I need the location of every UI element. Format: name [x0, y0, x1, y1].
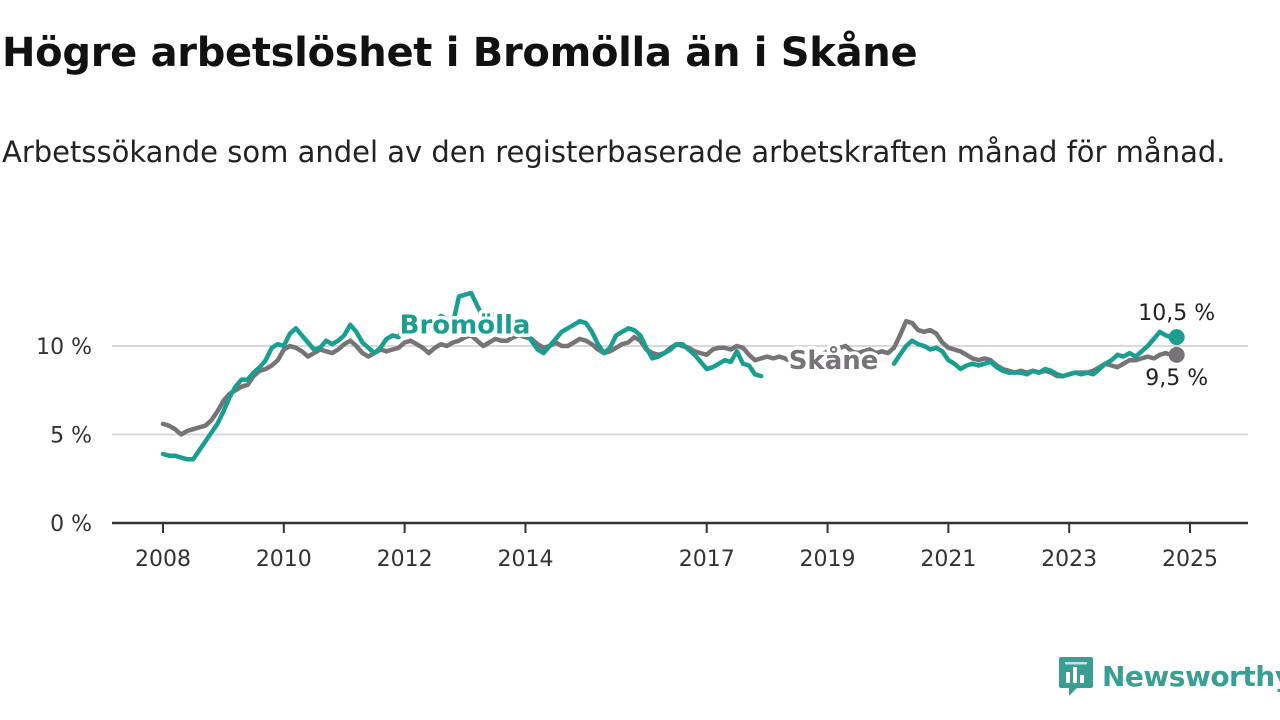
x-tick-label: 2019 [800, 547, 856, 572]
x-tick-label: 2008 [135, 547, 191, 572]
unemployment-line-chart: 0 %5 %10 % 2008 2010 2012 2014 2017 2019 2021 2… [36, 290, 1248, 572]
x-tick-label: 2012 [377, 547, 433, 572]
x-axis: 2008 2010 2012 2014 2017 2019 2021 2023 2025 [112, 521, 1248, 572]
series-labels: Bromölla Skåne 10,5 % 9,5 % [396, 298, 1218, 394]
series-label-skane: Skåne [789, 344, 879, 376]
newsworthy-logo-icon [1059, 657, 1093, 696]
x-tick-label: 2010 [256, 547, 312, 572]
y-tick-label: 10 % [36, 335, 92, 360]
chart-subtitle: Arbetssökande som andel av den registerb… [2, 135, 1226, 169]
brand-name: Newsworthy [1102, 659, 1280, 693]
x-tick-label: 2025 [1162, 547, 1218, 572]
end-value-label-bromolla: 10,5 % [1138, 301, 1215, 326]
x-tick-label: 2023 [1041, 547, 1097, 572]
series-end-point [1168, 346, 1185, 363]
x-tick-label: 2017 [679, 547, 735, 572]
end-value-label-skane: 9,5 % [1145, 366, 1208, 391]
series-label-bromolla: Bromölla [400, 311, 531, 341]
y-gridlines: 0 % 5 % 10 % [36, 335, 1248, 537]
newsworthy-brand: Newsworthy [1058, 654, 1280, 698]
series-line-bromolla [160, 290, 1173, 462]
y-tick-label: 5 % [50, 424, 92, 449]
series-end-point [1168, 329, 1185, 346]
series-line-skane [160, 318, 1173, 437]
x-tick-label: 2014 [497, 547, 553, 572]
chart-title: Högre arbetslöshet i Bromölla än i Skåne [2, 30, 918, 76]
x-tick-label: 2021 [920, 547, 976, 572]
series-lines [160, 290, 1185, 462]
y-tick-label: 0 % [50, 512, 92, 537]
